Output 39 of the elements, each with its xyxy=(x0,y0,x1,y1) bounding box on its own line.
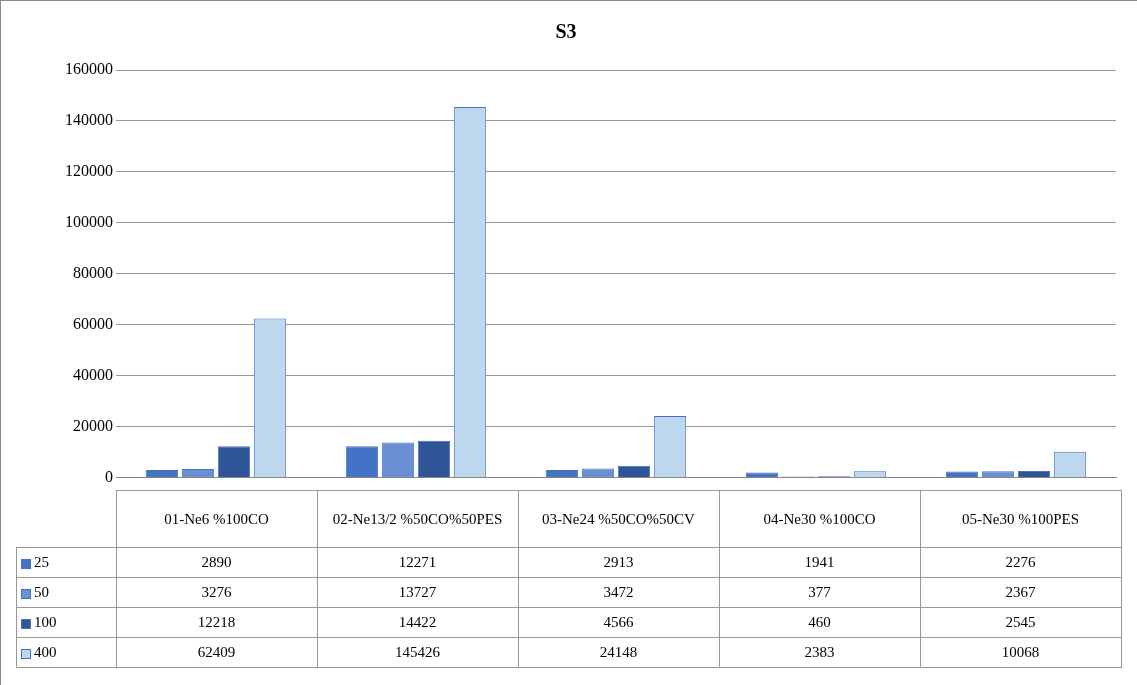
y-tick-label: 100000 xyxy=(65,212,113,230)
y-tick-label: 20000 xyxy=(73,416,113,434)
y-tick-label: 140000 xyxy=(65,111,113,129)
data-label: 3472 xyxy=(518,577,719,608)
legend-label: 25 xyxy=(16,547,116,578)
data-label: 2545 xyxy=(920,607,1121,638)
y-tick-label: 40000 xyxy=(73,365,113,383)
data-label: 460 xyxy=(719,607,920,638)
data-label: 2913 xyxy=(518,547,719,578)
x-tick-label: 01-Ne6 %100CO xyxy=(116,490,317,548)
legend-label: 400 xyxy=(16,637,116,668)
data-label: 10068 xyxy=(920,637,1121,668)
x-tick-label: 04-Ne30 %100CO xyxy=(719,490,920,548)
data-label: 3276 xyxy=(116,577,317,608)
data-label: 12218 xyxy=(116,607,317,638)
data-label: 377 xyxy=(719,577,920,608)
data-label: 14422 xyxy=(317,607,518,638)
y-tick-label: 80000 xyxy=(73,263,113,281)
data-label: 2276 xyxy=(920,547,1121,578)
legend-label: 100 xyxy=(16,607,116,638)
data-label: 4566 xyxy=(518,607,719,638)
data-label: 12271 xyxy=(317,547,518,578)
data-label: 2890 xyxy=(116,547,317,578)
chart-title: S3 xyxy=(555,20,577,43)
data-label: 62409 xyxy=(116,637,317,668)
y-tick-label: 60000 xyxy=(73,314,113,332)
x-tick-label: 02-Ne13/2 %50CO%50PES xyxy=(317,490,518,548)
data-label: 2367 xyxy=(920,577,1121,608)
y-tick-label: 160000 xyxy=(65,60,113,78)
y-tick-label: 0 xyxy=(105,467,113,485)
x-tick-label: 03-Ne24 %50CO%50CV xyxy=(518,490,719,548)
data-label: 24148 xyxy=(518,637,719,668)
data-label: 2383 xyxy=(719,637,920,668)
legend-label: 50 xyxy=(16,577,116,608)
x-tick-label: 05-Ne30 %100PES xyxy=(920,490,1121,548)
data-label: 1941 xyxy=(719,547,920,578)
data-label: 145426 xyxy=(317,637,518,668)
data-label: 13727 xyxy=(317,577,518,608)
y-tick-label: 120000 xyxy=(65,162,113,180)
